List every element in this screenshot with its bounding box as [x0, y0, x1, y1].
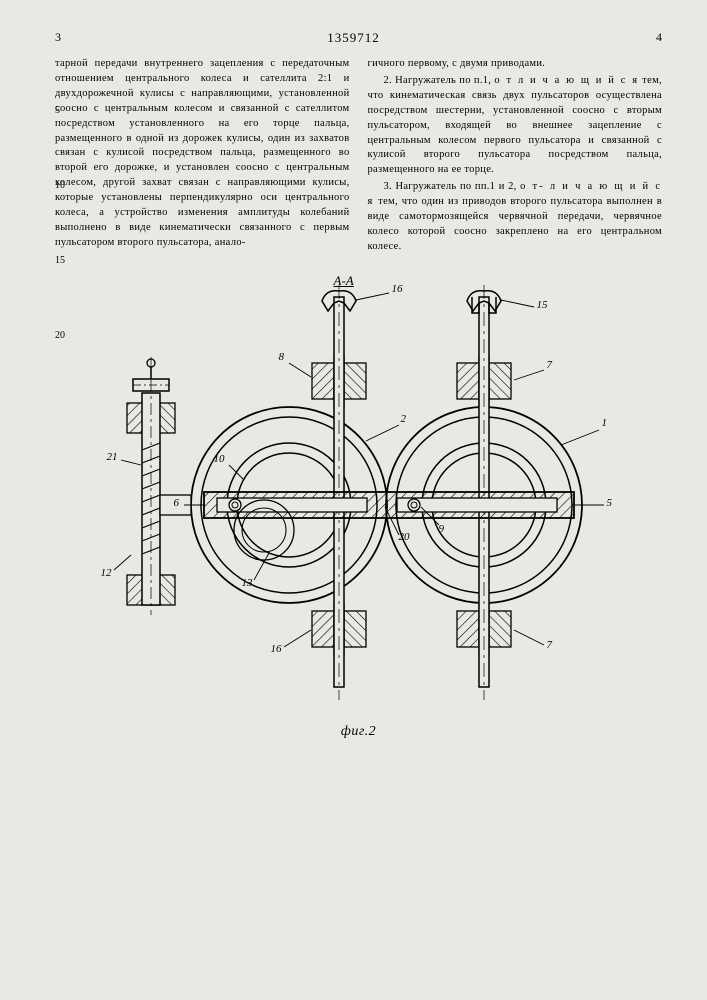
- callout: 5: [607, 497, 613, 509]
- text-span: 3. Нагружатель по пп.1 и 2,: [384, 181, 521, 192]
- line-number: 20: [55, 330, 65, 341]
- callout: 2: [401, 413, 407, 425]
- column-right: гичного первому, с двумя приводами. 2. Н…: [368, 57, 663, 255]
- text-span: тем, что один из приводов второго пульса…: [368, 196, 663, 252]
- page-number-right: 4: [656, 30, 662, 45]
- callout: 12: [101, 567, 112, 579]
- callout: 8: [279, 351, 285, 363]
- page-container: 3 1359712 4 5 10 15 20 тарной передачи в…: [0, 0, 707, 760]
- paragraph-text: тарной передачи внутреннего зацепления с…: [55, 57, 350, 251]
- callout: 6: [174, 497, 180, 509]
- paragraph-3: 3. Нагружатель по пп.1 и 2, о т- л и ч а…: [368, 180, 663, 255]
- callout: 7: [547, 639, 553, 651]
- callout: 7: [547, 359, 553, 371]
- callout: 21: [107, 451, 118, 463]
- text-span: 2. Нагружатель по п.1,: [384, 75, 495, 86]
- figure-label: фиг.2: [89, 724, 629, 740]
- callout: 16: [271, 643, 282, 655]
- line-number: 15: [55, 255, 65, 266]
- figure-container: А-А: [55, 285, 662, 740]
- column-left: тарной передачи внутреннего зацепления с…: [55, 57, 350, 255]
- callout: 9: [439, 523, 445, 535]
- section-label: А-А: [334, 273, 354, 289]
- callout: 1: [602, 417, 608, 429]
- text-span: тем, что кинематическая связь двух пульс…: [368, 75, 663, 175]
- paragraph-1: гичного первому, с двумя приводами.: [368, 57, 663, 72]
- document-number: 1359712: [327, 30, 380, 46]
- callout: 16: [392, 283, 403, 295]
- callout: 20: [399, 531, 410, 543]
- callout: 13: [242, 577, 253, 589]
- callout: 15: [537, 299, 548, 311]
- line-number: 5: [55, 105, 60, 116]
- text-span: гичного первому, с двумя приводами.: [368, 58, 546, 69]
- line-number: 10: [55, 180, 65, 191]
- page-header: 3 1359712 4: [55, 30, 662, 45]
- callout: 10: [214, 453, 225, 465]
- paragraph-2: 2. Нагружатель по п.1, о т л и ч а ю щ и…: [368, 74, 663, 178]
- text-emphasized: о т л и ч а ю щ и й с я: [494, 75, 639, 86]
- worm-gear-assembly: [127, 357, 191, 615]
- figure: А-А: [89, 285, 629, 740]
- page-number-left: 3: [55, 30, 61, 45]
- text-columns: 5 10 15 20 тарной передачи внутреннего з…: [55, 57, 662, 255]
